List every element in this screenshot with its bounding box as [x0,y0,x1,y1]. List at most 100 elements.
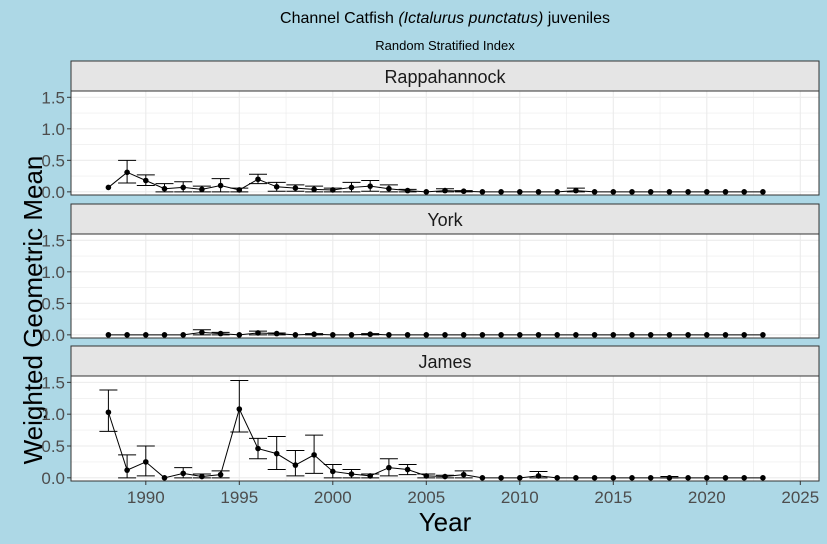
data-point [367,473,374,479]
y-tick-label: 0.5 [41,294,65,313]
data-point [498,189,504,195]
panel-border [70,375,820,482]
y-axis-label: Weighted Geometric Mean [18,156,48,465]
data-point [423,473,430,479]
data-point [760,332,766,338]
data-point [666,189,673,195]
x-tick-label: 2020 [688,488,726,507]
data-point [629,189,635,195]
data-point [386,332,392,338]
data-point [479,189,486,195]
data-point [367,331,374,338]
data-point [517,475,523,481]
data-point [255,445,261,452]
data-point [573,187,579,194]
data-point [685,475,691,481]
data-point [685,189,691,195]
data-point [610,475,617,481]
data-point [236,332,243,338]
strip-background [70,345,820,377]
data-point [591,332,598,338]
panel-rappahannock: Rappahannock 0.0 0.5 1.0 1.5 [41,60,820,202]
data-point [199,186,205,193]
y-tick-label: 0.0 [41,469,65,488]
data-point [367,183,374,189]
data-point [479,475,486,481]
facet-panels: Rappahannock 0.0 0.5 1.0 1.5 York 0.0 0.5 1.0 1.5… [41,60,820,488]
panel-border [70,233,820,339]
data-point [741,189,747,195]
data-point [161,185,168,192]
data-point [517,332,523,338]
x-axis-label: Year [419,507,472,537]
data-point [442,332,448,338]
data-point [217,471,224,478]
data-point [255,330,261,336]
data-point [591,475,598,481]
x-axis: 1990 1995 2000 2005 2010 2015 2020 2025 [127,481,819,507]
y-tick-label: 0.0 [41,183,65,202]
data-point [629,332,635,338]
data-point [311,331,317,338]
data-point [517,189,523,195]
data-point [498,475,504,481]
y-tick-label: 1.5 [41,231,65,250]
data-point [442,473,448,480]
data-point [105,184,112,191]
data-point [704,332,710,338]
data-point [143,177,149,184]
data-point [348,332,355,338]
data-point [404,187,411,194]
data-point [647,332,654,338]
plot-background [71,234,819,338]
data-point [666,332,673,338]
data-point [217,330,224,337]
data-point [386,185,392,192]
y-tick-label: 0.5 [41,151,65,170]
data-point [722,332,729,338]
data-point [573,475,579,481]
data-point [348,184,355,191]
data-point [666,475,673,481]
data-point [199,329,205,336]
data-point [330,332,336,338]
data-point [460,471,467,478]
data-point [610,332,617,338]
data-point [386,464,392,471]
data-point [498,332,504,338]
data-point [292,332,299,338]
data-point [273,330,280,337]
chart-title: Channel Catfish (Ictalurus punctatus) ju… [280,10,610,27]
series-line [107,407,763,479]
data-point [460,188,467,195]
data-point [161,475,168,481]
data-point [573,332,579,338]
strip-label: York [427,210,463,230]
data-point [442,187,448,194]
data-point [124,332,130,338]
data-point [292,185,299,191]
data-point [629,475,635,481]
data-point [535,189,542,195]
data-point [423,332,430,338]
data-point [124,467,130,473]
data-point [105,332,112,338]
y-tick-label: 0.0 [41,326,65,345]
data-point [292,462,299,468]
x-tick-label: 2000 [314,488,352,507]
data-point [404,332,411,338]
data-point [143,332,149,338]
data-point [610,189,617,195]
data-point [423,189,430,195]
data-point [554,475,560,481]
data-point [255,176,261,183]
plot-background [71,376,819,481]
y-tick-label: 1.5 [41,373,65,392]
strip-background [70,203,820,235]
data-point [554,332,560,338]
data-point [685,332,691,338]
data-point [704,189,710,195]
data-point [554,189,560,195]
data-point [236,406,243,412]
x-tick-label: 1995 [220,488,258,507]
